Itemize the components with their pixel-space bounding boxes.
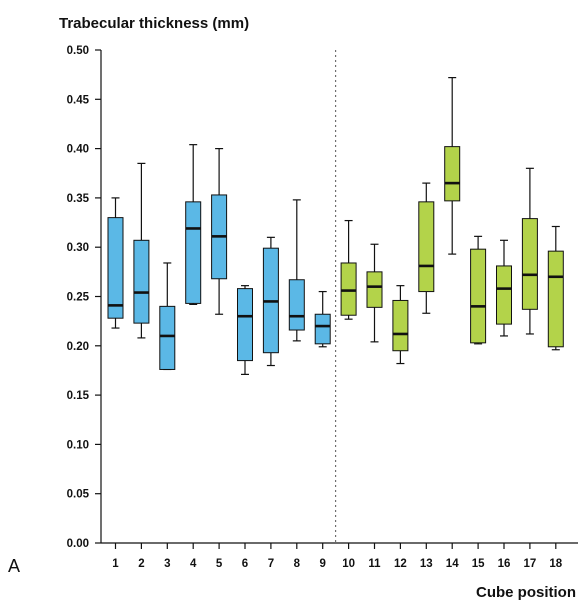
box-1	[107, 197, 124, 329]
x-tick-label: 12	[394, 558, 407, 570]
x-tick-label: 15	[472, 558, 485, 570]
iqr-box	[418, 201, 435, 293]
iqr-box	[392, 299, 409, 352]
x-tick-label: 11	[368, 558, 381, 570]
box-15	[470, 235, 487, 345]
iqr-box	[340, 262, 357, 316]
x-axis-label: Cube position	[476, 584, 576, 601]
box-7	[262, 236, 279, 367]
panel-label: A	[8, 556, 20, 576]
y-tick-label: 0.20	[67, 341, 89, 353]
x-tick-label: 7	[268, 558, 274, 570]
box-12	[392, 285, 409, 365]
box-17	[521, 167, 538, 335]
chart-title: Trabecular thickness (mm)	[59, 15, 249, 32]
box-18	[547, 225, 564, 351]
iqr-box	[159, 305, 176, 370]
box-10	[340, 219, 357, 320]
y-tick-label: 0.15	[67, 390, 90, 402]
iqr-box	[107, 217, 124, 319]
x-tick-label: 16	[498, 558, 511, 570]
x-tick-label: 13	[420, 558, 433, 570]
y-tick-label: 0.05	[67, 489, 90, 501]
x-tick-label: 17	[524, 558, 537, 570]
x-axis: 1 2 3 4 5 6 7 8 9 10 11 12 13 14 15 16 17 18	[101, 50, 578, 570]
x-tick-label: 1	[112, 558, 119, 570]
box-4	[185, 144, 202, 305]
box-6	[237, 285, 253, 375]
box-11	[366, 243, 383, 343]
box-5	[211, 148, 228, 315]
box-9	[314, 290, 331, 348]
iqr-box	[444, 146, 461, 202]
iqr-box	[366, 271, 383, 308]
box-series	[107, 77, 564, 375]
x-tick-label: 18	[549, 558, 562, 570]
x-tick-label: 6	[242, 558, 248, 570]
x-tick-label: 2	[138, 558, 144, 570]
iqr-box	[314, 313, 331, 345]
y-tick-label: 0.10	[67, 439, 89, 451]
x-tick-label: 5	[216, 558, 223, 570]
y-tick-label: 0.35	[67, 193, 90, 205]
iqr-box	[288, 279, 305, 331]
x-tick-label: 14	[446, 558, 459, 570]
box-14	[444, 77, 461, 255]
y-axis: 0.00 0.05 0.10 0.15 0.20 0.25 0.30 0.35 0.40 0.45…	[67, 45, 102, 550]
y-tick-label: 0.30	[67, 242, 89, 254]
iqr-box	[496, 265, 512, 325]
box-8	[288, 199, 305, 342]
y-tick-label: 0.40	[67, 144, 89, 156]
box-3	[159, 262, 176, 371]
iqr-box	[470, 248, 487, 344]
iqr-box	[133, 239, 150, 324]
iqr-box	[185, 201, 202, 304]
iqr-box	[521, 218, 538, 310]
iqr-box	[547, 250, 564, 348]
iqr-box	[237, 288, 253, 362]
box-16	[496, 239, 512, 337]
y-tick-label: 0.45	[67, 94, 90, 106]
box-13	[418, 182, 435, 314]
x-tick-label: 3	[164, 558, 170, 570]
x-tick-label: 4	[190, 558, 197, 570]
y-tick-label: 0.00	[67, 538, 89, 550]
box-2	[133, 162, 150, 339]
y-tick-label: 0.25	[67, 292, 90, 304]
x-tick-label: 8	[294, 558, 301, 570]
x-tick-label: 10	[342, 558, 355, 570]
y-tick-label: 0.50	[67, 45, 89, 57]
x-tick-label: 9	[319, 558, 325, 570]
